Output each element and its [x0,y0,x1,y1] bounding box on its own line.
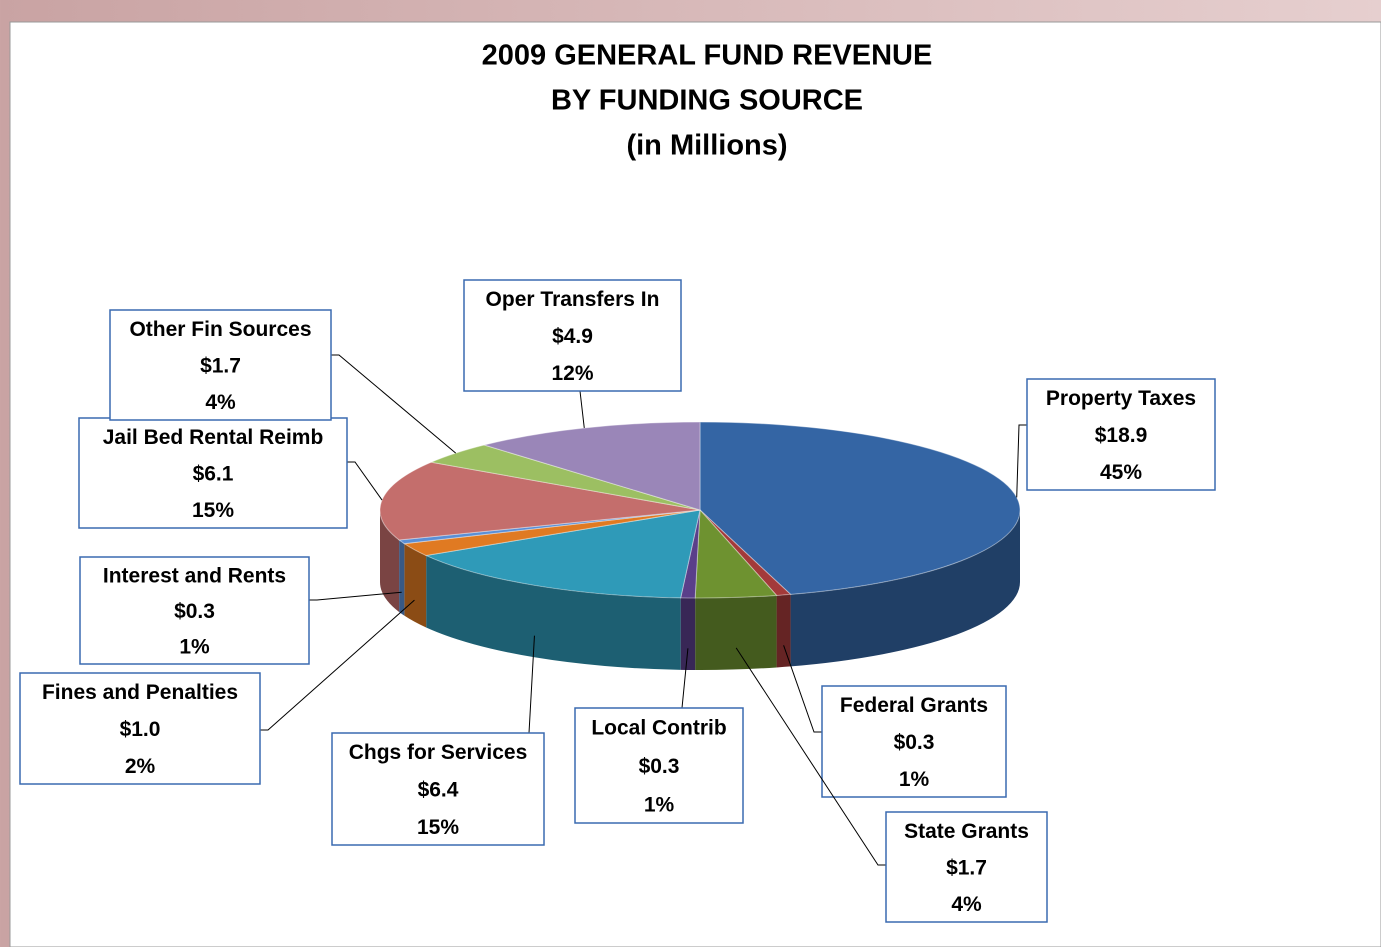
pie-tops [379,421,1021,599]
percent-label: 15% [192,499,234,522]
leader-line [331,354,457,454]
category-label: Interest and Rents [103,564,286,587]
label-box [19,672,261,785]
leader-line [260,599,415,731]
percent-label: 1% [179,636,210,659]
pie-slice [694,508,778,599]
chart-subtitle: (in Millions) [626,130,787,162]
percent-label: 12% [551,362,593,385]
percent-label: 15% [417,816,459,839]
category-label: Oper Transfers In [486,288,660,311]
pie-side [399,539,405,616]
pie-slice [402,509,701,557]
value-label: $6.1 [193,463,234,486]
leader-line [1016,424,1027,498]
pie-side [695,595,777,670]
pie-side [776,594,791,668]
category-label: Property Taxes [1046,387,1196,410]
labels: Property Taxes $18.9 45% Federal Grants $0.3… [19,279,1216,923]
pie-side [380,510,400,612]
category-label: State Grants [904,820,1029,843]
leader-line [309,591,402,601]
pie-side [790,510,1020,667]
leader-line [347,461,383,501]
percent-label: 2% [125,755,156,778]
label-box [331,732,545,846]
chart-title: 2009 GENERAL FUND REVENUE [482,40,933,72]
leader-line [735,647,886,866]
pie-slice [699,421,1021,595]
pie-slice [680,509,701,599]
pie-side [680,597,696,670]
label-box [78,417,348,529]
value-label: $1.0 [120,718,161,741]
pie-slice [424,509,701,599]
label-box [79,556,310,665]
pie-side [404,543,427,628]
value-label: $0.3 [174,600,215,623]
pie-slice [397,509,701,545]
value-label: $4.9 [552,325,593,348]
percent-label: 45% [1100,461,1142,484]
chart-title: BY FUNDING SOURCE [551,85,863,117]
percent-label: 4% [205,391,236,414]
category-label: Other Fin Sources [129,318,311,341]
label-box [821,685,1007,798]
pie-slice [482,421,701,511]
label-box [109,309,332,421]
label-box [1026,378,1216,491]
value-label: $0.3 [894,731,935,754]
label-box [574,707,744,824]
percent-label: 1% [899,768,930,791]
percent-label: 4% [951,893,982,916]
pie-side [426,555,681,670]
label-box [885,811,1048,923]
category-label: Local Contrib [591,717,726,740]
category-label: Federal Grants [840,694,988,717]
value-label: $1.7 [200,355,241,378]
leader-line [783,645,822,733]
pie-slice [699,509,792,596]
label-box [463,279,682,392]
category-label: Jail Bed Rental Reimb [103,426,324,449]
value-label: $18.9 [1095,424,1148,447]
value-label: $1.7 [946,857,987,880]
category-label: Fines and Penalties [42,681,238,704]
pie-sides [380,510,1020,670]
value-label: $6.4 [418,779,459,802]
value-label: $0.3 [639,755,680,778]
percent-label: 1% [644,793,675,816]
category-label: Chgs for Services [349,741,528,764]
